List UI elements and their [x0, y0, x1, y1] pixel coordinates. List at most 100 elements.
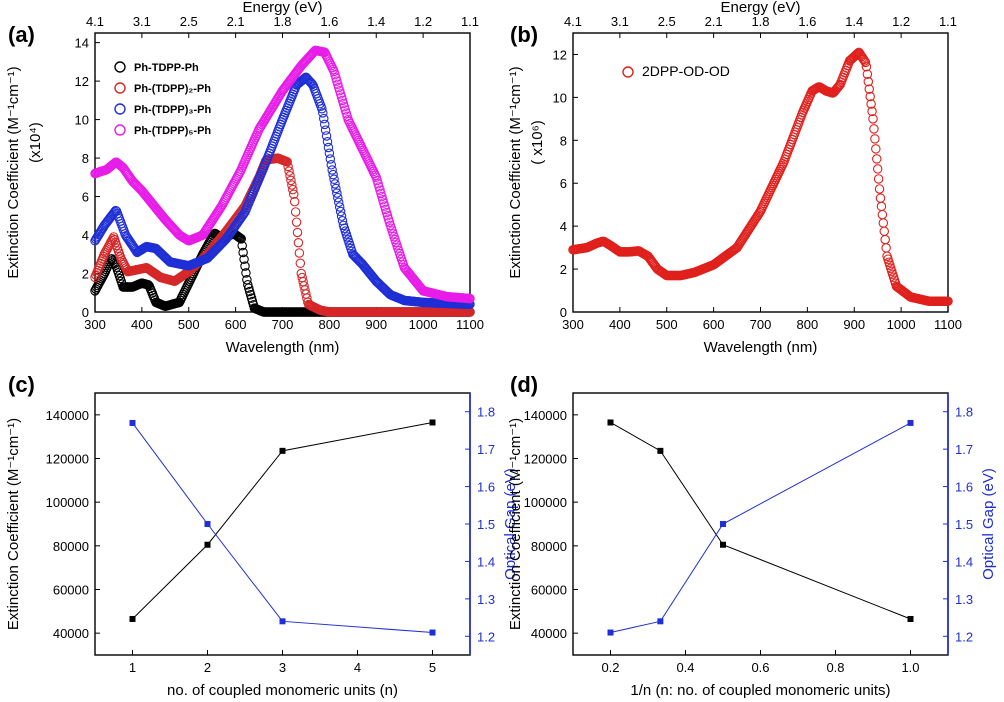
y-tick-label: 80000: [531, 539, 567, 554]
right-tick-label: 1.7: [955, 442, 973, 457]
data-marker: [307, 79, 318, 90]
y-tick-label: 6: [560, 176, 567, 191]
right-tick-label: 1.6: [955, 480, 973, 495]
data-marker: [239, 254, 249, 265]
data-marker: [877, 209, 888, 220]
y-tick-label: 6: [82, 190, 89, 205]
x-axis-title: Wavelength (nm): [704, 339, 818, 356]
top-tick-label: 1.4: [367, 14, 385, 29]
data-marker: [329, 174, 339, 184]
data-marker: [333, 197, 344, 208]
top-tick-label: 2.5: [180, 14, 198, 29]
data-point-left: [279, 447, 286, 454]
x-tick-label: 0.6: [751, 660, 769, 675]
series-line-right: [132, 422, 433, 634]
top-tick-label: 1.2: [892, 14, 910, 29]
x-axis-title: Wavelength (nm): [226, 339, 340, 356]
right-tick-label: 1.5: [477, 517, 495, 532]
top-tick-label: 1.6: [320, 14, 338, 29]
top-tick-label: 1.1: [939, 14, 957, 29]
x-tick-label: 400: [131, 317, 153, 332]
data-point-right: [907, 419, 914, 426]
top-axis-title: Energy (eV): [242, 0, 322, 16]
data-marker: [326, 160, 336, 170]
x-tick-label: 500: [656, 317, 678, 332]
top-tick-label: 4.1: [564, 14, 582, 29]
right-tick-label: 1.2: [477, 629, 495, 644]
data-marker: [880, 234, 890, 245]
right-tick-label: 1.4: [955, 554, 973, 569]
data-marker: [237, 240, 247, 251]
panel-d: (d) 0.2 0.4 0.6 0.8 1.0 40000 60000 80000 100000 1…: [507, 372, 997, 699]
legend-entry: 2DPP-OD-OD: [642, 63, 730, 79]
y-axis-title: Extinction Coefficient (M⁻¹cm⁻¹): [5, 418, 22, 630]
data-marker: [288, 184, 298, 195]
data-marker: [865, 91, 875, 102]
series-line-left: [132, 421, 433, 620]
data-marker: [318, 108, 328, 118]
panel-label: (c): [8, 372, 35, 397]
y-tick-label: 140000: [46, 408, 89, 423]
y-axis-title: Extinction Coefficient (M⁻¹cm⁻¹): [507, 66, 524, 278]
data-marker: [327, 165, 337, 175]
series-2: [90, 72, 475, 310]
data-marker: [335, 206, 346, 217]
data-point-left: [657, 447, 664, 454]
data-marker: [869, 124, 879, 134]
data-marker: [872, 164, 883, 174]
x-tick-label: 1100: [456, 317, 484, 332]
y-tick-label: 120000: [46, 452, 89, 467]
data-marker: [325, 154, 336, 164]
data-point-left: [204, 541, 211, 548]
y-axis-title: Extinction Coefficient (M⁻¹cm⁻¹): [507, 418, 524, 630]
y-tick-label: 14: [75, 36, 89, 51]
data-marker: [292, 227, 303, 238]
y-tick-label: 4: [560, 219, 567, 234]
data-marker: [870, 134, 880, 144]
y-tick-label: 2: [560, 262, 567, 277]
legend-entry: Ph-TDPP-Ph: [134, 62, 199, 74]
legend-entry: Ph-(TDPP)₃-Ph: [134, 104, 211, 116]
x-tick-label: 800: [319, 317, 341, 332]
data-marker: [290, 207, 301, 217]
data-marker: [336, 211, 347, 221]
y-tick-label: 40000: [531, 626, 567, 641]
series-line-right: [610, 422, 911, 634]
right-tick-label: 1.8: [477, 405, 495, 420]
data-marker: [859, 56, 870, 66]
data-marker: [323, 142, 334, 153]
data-marker: [328, 169, 338, 180]
data-marker: [864, 84, 874, 94]
data-marker: [233, 232, 244, 242]
data-point-right: [720, 521, 726, 527]
top-tick-label: 4.1: [86, 14, 104, 29]
top-tick-label: 1.8: [273, 14, 291, 29]
data-point-left: [429, 419, 436, 426]
y-tick-label: 10: [553, 90, 567, 105]
data-point-left: [129, 615, 136, 622]
data-marker: [331, 183, 341, 194]
x-tick-label: 0.4: [676, 660, 694, 675]
y-tick-label: 60000: [531, 583, 567, 598]
y-tick-label: 4: [82, 228, 89, 243]
data-marker: [109, 208, 119, 218]
x-tick-label: 1000: [409, 317, 438, 332]
data-marker: [294, 248, 305, 258]
right-axis-title: Optical Gap (eV): [980, 468, 997, 580]
top-tick-label: 2.5: [658, 14, 676, 29]
data-marker: [295, 258, 306, 269]
right-axis-title: Optical Gap (eV): [502, 468, 519, 580]
x-tick-label: 700: [750, 317, 772, 332]
right-tick-label: 1.5: [955, 517, 973, 532]
legend-entry: Ph-(TDPP)₅-Ph: [134, 125, 211, 137]
y-tick-label: 100000: [46, 495, 89, 510]
data-marker: [234, 232, 245, 243]
y-tick-label: 60000: [53, 583, 89, 598]
data-marker: [284, 166, 294, 176]
x-tick-label: 2: [204, 660, 211, 675]
data-point-left: [607, 419, 614, 426]
y-tick-label: 40000: [53, 626, 89, 641]
series-line-left: [610, 422, 911, 620]
x-tick-label: 5: [429, 660, 436, 675]
